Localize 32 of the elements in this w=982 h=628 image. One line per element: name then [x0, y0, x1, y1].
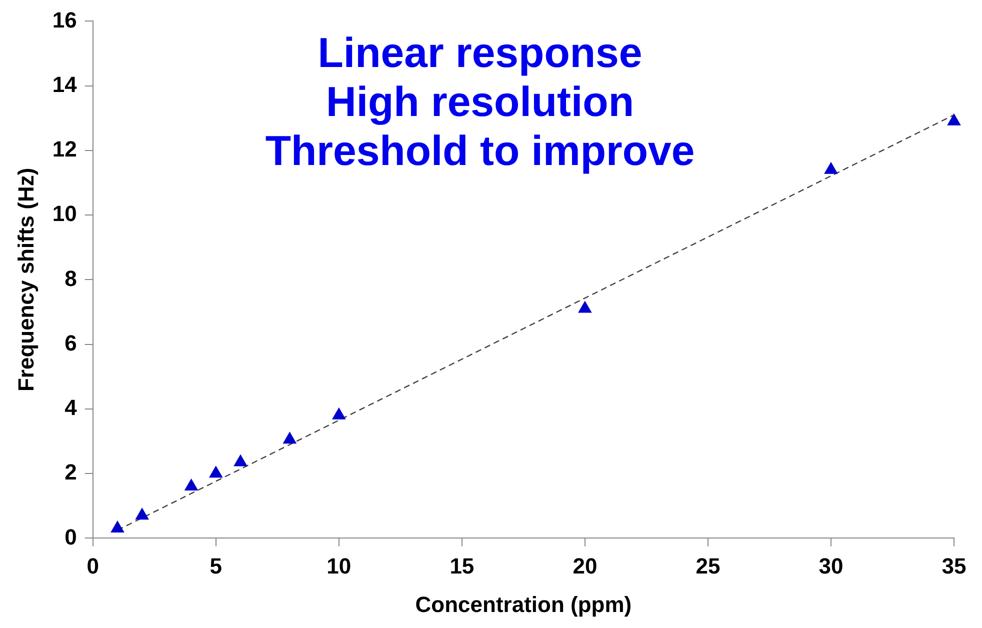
- point: [332, 408, 346, 420]
- x-tick-label: 10: [326, 553, 352, 578]
- point: [209, 466, 222, 478]
- y-tick-label: 12: [52, 136, 77, 162]
- x-tick-label: 20: [572, 553, 598, 578]
- x-axis-title: Concentration (ppm): [415, 592, 632, 617]
- x-tick-label: 5: [210, 553, 222, 578]
- point: [234, 454, 248, 466]
- y-axis-title: Frequency shifts (Hz): [13, 168, 38, 392]
- point: [110, 521, 124, 533]
- annotation: Threshold to improve: [264, 126, 696, 175]
- x-tick-label: 25: [696, 553, 720, 578]
- y-tick-label: 0: [64, 524, 77, 550]
- annotation: High resolution: [325, 77, 635, 126]
- point: [136, 508, 149, 520]
- y-tick-label: 8: [64, 266, 77, 291]
- y-tick-label: 2: [64, 460, 77, 485]
- x-tick-label: 35: [942, 553, 966, 578]
- point: [947, 114, 961, 126]
- y-tick-label: 4: [64, 395, 78, 420]
- point: [283, 432, 296, 444]
- y-tick-label: 6: [64, 330, 77, 356]
- annotation: Linear response: [316, 28, 644, 77]
- y-tick-label: 10: [52, 201, 77, 226]
- y-tick-label: 16: [52, 7, 77, 32]
- x-tick-label: 15: [450, 553, 474, 578]
- y-tick-label: 14: [52, 72, 78, 97]
- point: [578, 301, 592, 313]
- x-tick-label: 30: [818, 553, 844, 578]
- point: [824, 162, 838, 174]
- point: [184, 479, 198, 490]
- x-tick-label: 0: [86, 553, 99, 578]
